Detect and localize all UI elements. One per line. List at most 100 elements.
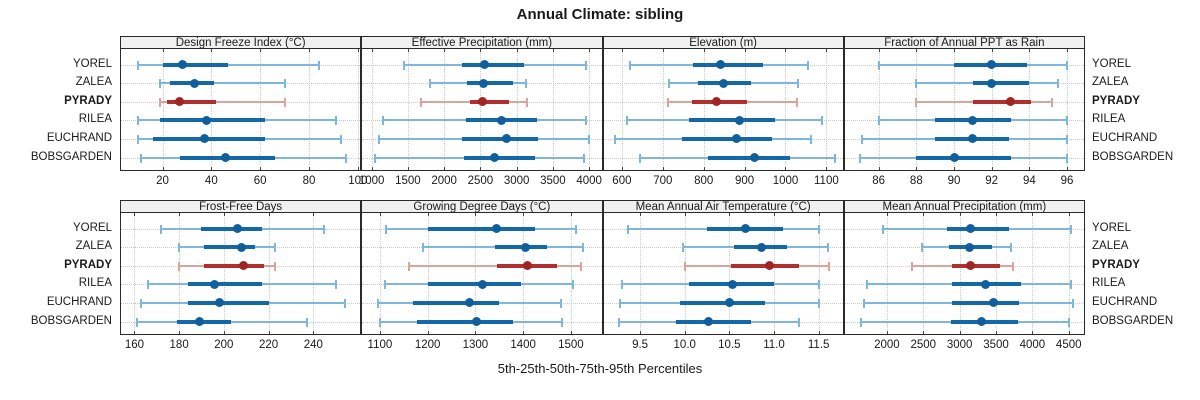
axis-tick-mark — [923, 213, 925, 216]
vertical-gridline — [552, 49, 554, 170]
median-dot — [968, 115, 978, 125]
median-dot — [523, 261, 533, 271]
axis-tick-mark — [552, 167, 554, 170]
axis-tick-mark — [570, 331, 572, 334]
median-dot — [727, 279, 737, 289]
percentile-box — [972, 99, 1032, 104]
vertical-gridline — [621, 49, 623, 170]
axis-tick-label: 11.0 — [763, 339, 785, 351]
whisker-cap — [343, 298, 346, 308]
axis-tick-mark — [516, 49, 518, 52]
percentile-box — [464, 155, 535, 160]
percentile-box — [152, 136, 266, 141]
axis-tick-label: 160 — [124, 339, 144, 351]
vertical-gridline — [516, 49, 518, 170]
percentile-box — [188, 282, 262, 287]
row-label: EUCHRAND — [46, 295, 112, 308]
axis-tick-mark — [878, 49, 880, 52]
axis-tick-mark — [1032, 331, 1034, 334]
whisker-cap — [1069, 280, 1072, 290]
axis-tick-label: 180 — [169, 339, 189, 351]
axis-tick-label: 1100 — [367, 339, 393, 351]
whisker-cap — [374, 153, 377, 163]
percentile-whisker — [138, 63, 319, 66]
whisker-cap — [407, 261, 410, 271]
axis-tick-label: 3000 — [503, 175, 530, 187]
axis-tick-mark — [523, 331, 525, 334]
axis-tick-mark — [407, 167, 409, 170]
whisker-cap — [139, 153, 142, 163]
axis-tick-label: 1300 — [462, 339, 489, 351]
whisker-cap — [858, 153, 861, 163]
axis-tick-mark — [475, 331, 477, 334]
axis-tick-mark — [570, 213, 572, 216]
percentile-box — [203, 245, 256, 250]
axis-tick-mark — [475, 213, 477, 216]
axis-tick-mark — [818, 331, 820, 334]
axis-tick-label: 3000 — [946, 339, 973, 351]
axis-tick-mark — [552, 49, 554, 52]
axis-tick-mark — [916, 167, 918, 170]
vertical-gridline — [1067, 49, 1069, 170]
percentile-box — [467, 81, 514, 86]
whisker-cap — [561, 317, 564, 327]
whisker-cap — [585, 60, 588, 70]
whisker-cap — [910, 261, 913, 271]
axis-tick-mark — [444, 49, 446, 52]
row-label: PYRADY — [64, 258, 112, 271]
percentile-box — [427, 282, 521, 287]
whisker-cap — [629, 60, 632, 70]
whisker-cap — [796, 79, 799, 89]
whisker-cap — [137, 60, 140, 70]
median-dot — [237, 242, 247, 252]
median-dot — [980, 279, 990, 289]
row-label: EUCHRAND — [1092, 295, 1158, 308]
axis-tick-mark — [308, 167, 310, 170]
row-label: ZALEA — [1092, 240, 1129, 253]
median-dot — [201, 115, 211, 125]
percentile-box — [680, 300, 766, 305]
whisker-cap — [828, 261, 831, 271]
median-dot — [199, 134, 209, 144]
percentile-box — [188, 300, 269, 305]
percentile-box — [682, 136, 773, 141]
vertical-gridline — [729, 213, 731, 334]
row-label: BOBSGARDEN — [1092, 150, 1174, 163]
axis-tick-label: 80 — [302, 175, 316, 187]
axis-tick-mark — [774, 331, 775, 334]
median-dot — [966, 261, 976, 271]
median-dot — [221, 153, 231, 162]
median-dot — [478, 97, 488, 107]
whisker-cap — [618, 298, 621, 308]
percentile-box — [462, 62, 524, 67]
axis-tick-mark — [211, 49, 213, 52]
axis-tick-mark — [996, 331, 997, 334]
vertical-gridline — [886, 213, 888, 334]
axis-tick-label: 600 — [612, 175, 632, 187]
vertical-gridline — [589, 49, 591, 170]
whisker-cap — [795, 97, 798, 107]
whisker-cap — [376, 298, 379, 308]
whisker-cap — [146, 280, 149, 290]
median-dot — [496, 115, 506, 125]
axis-tick-mark — [1029, 49, 1031, 52]
row-label: YOREL — [1092, 57, 1131, 70]
median-dot — [724, 298, 734, 308]
axis-tick-mark — [954, 49, 955, 52]
percentile-box — [916, 155, 1011, 160]
axis-tick-label: 1400 — [510, 339, 536, 351]
axis-tick-mark — [662, 167, 664, 170]
whisker-cap — [1066, 134, 1069, 144]
axis-tick-label: 1200 — [414, 339, 441, 351]
axis-tick-mark — [589, 167, 591, 170]
axis-tick-mark — [134, 213, 136, 216]
axis-tick-mark — [640, 213, 642, 216]
panel-plot — [602, 48, 844, 171]
whisker-cap — [920, 243, 923, 253]
row-label: YOREL — [73, 221, 112, 234]
whisker-cap — [572, 280, 575, 290]
median-dot — [704, 317, 714, 326]
axis-tick-mark — [954, 167, 955, 170]
whisker-cap — [639, 153, 642, 163]
whisker-cap — [860, 317, 863, 327]
